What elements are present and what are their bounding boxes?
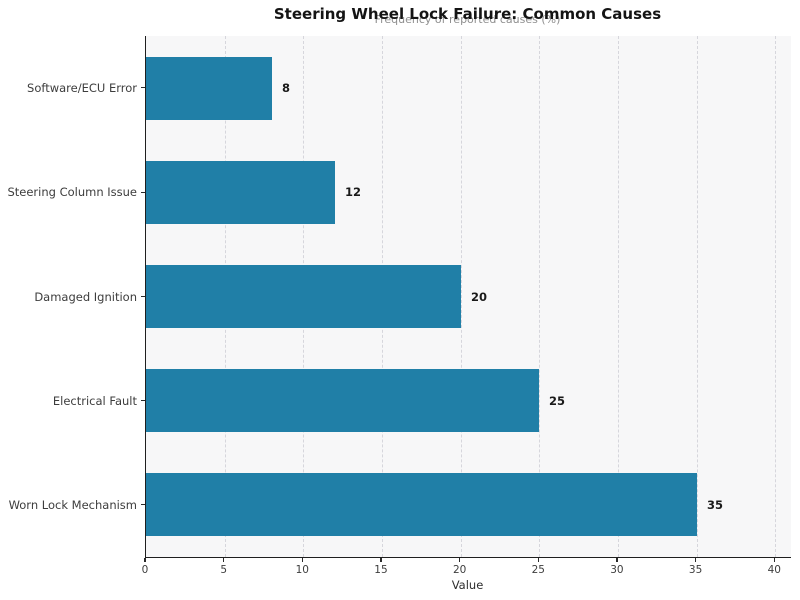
- bar: [146, 161, 335, 224]
- y-tick-mark: [141, 87, 145, 89]
- y-axis-label: Steering Column Issue: [7, 185, 137, 199]
- gridline: [696, 36, 698, 557]
- y-tick-mark: [141, 504, 145, 506]
- x-tick-mark: [458, 558, 461, 562]
- x-tick-label: 20: [452, 564, 467, 576]
- x-tick-mark: [616, 558, 618, 562]
- gridline: [539, 36, 541, 557]
- y-axis-label: Damaged Ignition: [34, 290, 137, 304]
- y-axis-label: Electrical Fault: [52, 394, 137, 408]
- bar-value-label: 12: [345, 185, 362, 199]
- x-tick-label: 0: [141, 564, 149, 576]
- x-tick-mark: [773, 558, 775, 562]
- bar-value-label: 8: [282, 81, 291, 95]
- gridline: [460, 36, 462, 557]
- x-tick-mark: [380, 558, 382, 562]
- bar-value-label: 20: [471, 290, 488, 304]
- x-tick-mark: [537, 558, 539, 562]
- y-tick-mark: [141, 400, 145, 402]
- x-tick-label: 10: [295, 564, 309, 576]
- bar: [146, 57, 272, 120]
- y-tick-mark: [141, 192, 145, 194]
- bar: [146, 473, 697, 536]
- bar-value-label: 35: [707, 498, 724, 512]
- x-tick-mark: [144, 558, 146, 562]
- x-tick-label: 25: [531, 564, 545, 576]
- chart-title: Steering Wheel Lock Failure: Common Caus…: [273, 5, 662, 23]
- x-tick-mark: [222, 558, 225, 562]
- x-tick-label: 35: [688, 564, 703, 576]
- bar: [146, 369, 539, 432]
- x-tick-label: 5: [220, 564, 227, 576]
- x-tick-mark: [694, 558, 697, 562]
- y-axis-label: Software/ECU Error: [27, 81, 137, 95]
- bar-value-label: 25: [549, 394, 566, 408]
- x-tick-label: 15: [374, 564, 388, 576]
- x-tick-mark: [301, 558, 303, 562]
- gridline: [617, 36, 619, 557]
- x-tick-label: 30: [610, 564, 624, 576]
- x-axis-title: Value: [451, 578, 484, 592]
- gridline: [775, 36, 777, 557]
- chart-subtitle: Frequency of reported causes (%): [374, 13, 561, 26]
- y-axis-label: Worn Lock Mechanism: [8, 498, 137, 512]
- bar: [146, 265, 461, 328]
- y-tick-mark: [141, 296, 145, 298]
- x-tick-label: 40: [767, 564, 781, 576]
- plot-area: 8 12 20 25 35: [145, 36, 791, 558]
